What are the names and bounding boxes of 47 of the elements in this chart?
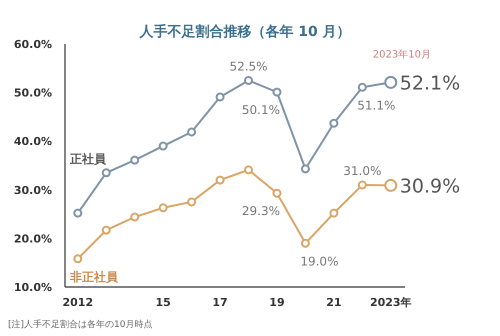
x-tick-label: 2012: [62, 296, 94, 309]
point: [329, 208, 338, 218]
y-tick-label: 60.0%: [14, 38, 52, 51]
point: [187, 197, 196, 206]
point: [130, 156, 140, 165]
y-tick-label: 10.0%: [14, 281, 52, 294]
point: [130, 212, 140, 222]
point: [244, 165, 254, 174]
y-tick-label: 20.0%: [14, 232, 52, 246]
point: [329, 118, 338, 128]
data-label: 19.0%: [300, 254, 338, 268]
data-label: 52.1%: [400, 72, 460, 94]
point: [158, 203, 168, 212]
series-label: 正社員: [68, 152, 107, 166]
series-label: 非正社員: [68, 270, 119, 284]
point: [300, 238, 310, 248]
point: [102, 168, 111, 178]
data-label: 30.9%: [400, 175, 460, 198]
point: [158, 142, 168, 151]
x-tick-label: 15: [156, 296, 171, 309]
data-label: 52.5%: [229, 59, 268, 74]
annotation: 2023年10月: [372, 48, 431, 60]
x-tick-label: 19: [269, 296, 285, 309]
point: [358, 82, 367, 92]
point: [102, 226, 111, 235]
x-tick-label: 17: [212, 296, 228, 309]
x-tick-label: 21: [326, 296, 342, 309]
data-label: 50.1%: [242, 103, 280, 118]
data-label: 31.0%: [343, 164, 382, 178]
point: [272, 88, 282, 97]
point: [73, 208, 82, 218]
y-tick-label: 40.0%: [14, 135, 52, 148]
point: [244, 76, 254, 85]
x-tick-label: 2023年: [370, 296, 412, 309]
point: [216, 92, 225, 102]
chart-title: 人手不足割合推移（各年 10 月）: [138, 23, 351, 40]
data-label: 29.3%: [242, 204, 280, 218]
text: [注]人手不足割合は各年の10月時点: [8, 319, 152, 330]
point: [73, 254, 82, 264]
point: [187, 127, 196, 136]
y-tick-label: 50.0%: [14, 86, 52, 100]
point: [300, 164, 310, 174]
point: [272, 188, 282, 198]
data-label: 51.1%: [357, 98, 396, 112]
point: [358, 180, 367, 190]
point: [216, 176, 225, 185]
y-tick-label: 30.0%: [14, 184, 52, 197]
